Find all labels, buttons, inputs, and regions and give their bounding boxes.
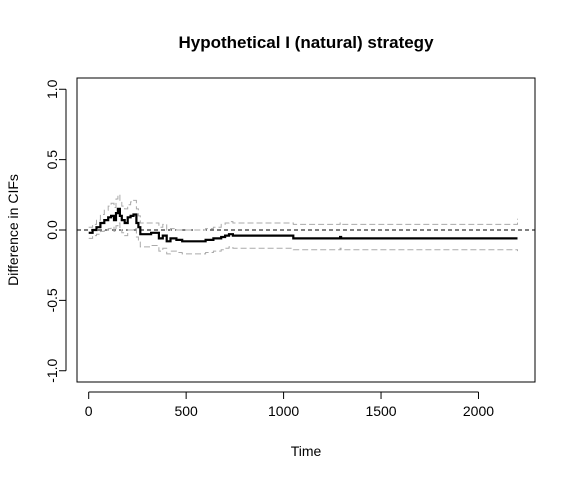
x-tick-label: 2000 bbox=[463, 403, 494, 419]
x-tick-label: 1000 bbox=[268, 403, 299, 419]
y-axis: -1.0 -0.5 0.0 0.5 1.0 bbox=[44, 79, 67, 383]
x-tick-label: 1500 bbox=[365, 403, 396, 419]
series-line-upper-bound bbox=[88, 194, 518, 231]
y-tick-label: -1.0 bbox=[44, 358, 60, 382]
y-axis-label: Difference in CIFs bbox=[5, 174, 21, 286]
series-line-estimate bbox=[88, 207, 518, 243]
plot-frame bbox=[76, 77, 536, 383]
plot-frame-group bbox=[76, 77, 536, 383]
series-line-lower-bound bbox=[88, 222, 518, 255]
y-tick-label: 0.0 bbox=[44, 220, 60, 240]
x-axis: 0 500 1000 1500 2000 bbox=[85, 391, 494, 419]
x-axis-label: Time bbox=[291, 443, 322, 459]
y-tick-label: 1.0 bbox=[44, 79, 60, 99]
y-tick-label: -0.5 bbox=[44, 288, 60, 312]
x-tick-label: 500 bbox=[174, 403, 198, 419]
y-tick-label: 0.5 bbox=[44, 150, 60, 170]
series-group bbox=[77, 194, 535, 255]
x-tick-label: 0 bbox=[85, 403, 93, 419]
chart-title: Hypothetical I (natural) strategy bbox=[178, 33, 434, 52]
